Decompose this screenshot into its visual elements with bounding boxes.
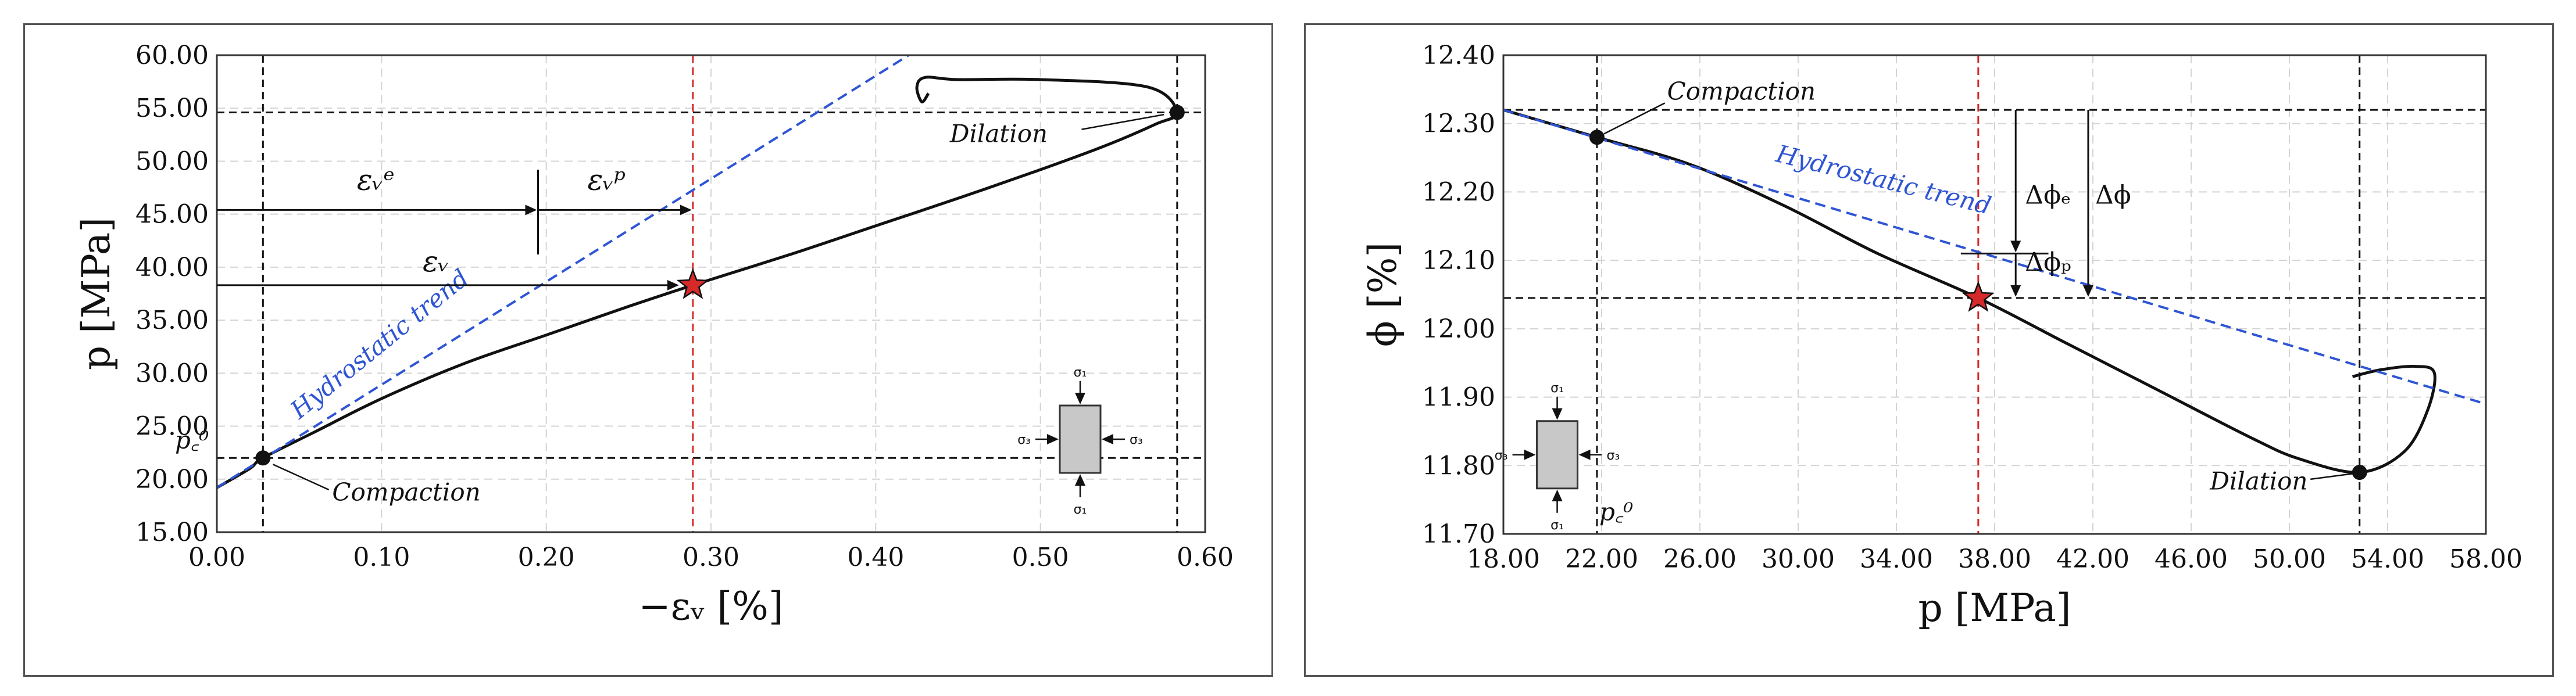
right-chart-panel: 18.00 22.00 26.00 30.00 34.00 38.00 42.00 46.00… [1304, 23, 2554, 677]
right-dilation-leader [2310, 473, 2353, 480]
right-x-tick-label: 58.00 [2449, 544, 2523, 574]
left-y-tick-label: 50.00 [135, 146, 209, 176]
right-plot-frame [1502, 54, 2487, 535]
right-dphi-e-label: Δϕₑ [2025, 180, 2071, 210]
right-y-axis-label: ϕ [%] [1360, 242, 1405, 347]
right-x-tick-label: 34.00 [1860, 544, 1933, 574]
right-plot-area [1503, 55, 2486, 534]
right-pc0-label: p꜀⁰ [1599, 497, 1633, 526]
left-sigma1-top-label: σ₁ [1074, 365, 1087, 380]
left-eps-p-label: εᵥᵖ [588, 163, 626, 197]
right-x-tick-label: 18.00 [1467, 544, 1540, 574]
left-compaction-label: Compaction [332, 478, 480, 506]
left-eps-v-label: εᵥ [423, 245, 449, 278]
left-dilation-label: Dilation [949, 120, 1048, 148]
right-sigma3-right-label: σ₃ [1607, 449, 1620, 463]
left-x-axis-label: −εᵥ [%] [638, 584, 783, 629]
left-x-tick-label: 0.20 [518, 543, 575, 572]
left-x-tick-label: 0.60 [1177, 543, 1234, 572]
right-y-tick-label: 12.10 [1422, 246, 1495, 275]
right-x-tick-label: 50.00 [2253, 544, 2326, 574]
right-sigma1-bottom-head [1552, 489, 1563, 501]
right-dphi-arrow-head [2082, 285, 2093, 297]
right-x-tick-label: 46.00 [2155, 544, 2228, 574]
left-x-tick-label: 0.00 [188, 543, 245, 572]
left-sigma3-right-head [1102, 434, 1113, 444]
right-x-tick-label: 42.00 [2056, 544, 2130, 574]
right-sigma3-left-head [1524, 449, 1536, 460]
left-series-main-curve [217, 76, 1179, 489]
right-series-main-curve [1503, 108, 2436, 474]
left-y-tick-label: 45.00 [135, 200, 209, 229]
right-x-tick-label: 38.00 [1958, 544, 2031, 574]
left-sigma3-right-label: σ₃ [1130, 433, 1143, 447]
right-point-compaction [1589, 130, 1605, 145]
left-eps-p-arrow-head [680, 205, 692, 216]
left-y-tick-label: 55.00 [135, 94, 209, 123]
left-x-tick-label: 0.30 [683, 543, 739, 572]
right-dphi-e-arrow-head [2010, 241, 2021, 253]
right-sigma3-right-head [1578, 449, 1591, 460]
left-y-tick-label: 30.00 [135, 358, 209, 388]
right-series-hydrostatic-trend-line [1503, 109, 2486, 406]
left-sigma3-left-head [1047, 434, 1059, 444]
left-sigma1-top-head [1075, 393, 1085, 404]
right-y-tick-label: 12.30 [1422, 109, 1495, 139]
right-point-dilation [2352, 465, 2367, 480]
right-compaction-leader [1603, 102, 1666, 135]
right-star-marker [1962, 281, 1995, 312]
left-series-hydrostatic-trend-line [217, 55, 910, 489]
right-x-axis-label: p [MPa] [1918, 586, 2071, 630]
left-plot-frame [216, 54, 1206, 533]
right-dphi-label: Δϕ [2095, 180, 2131, 210]
left-chart-svg: 0.00 0.10 0.20 0.30 0.40 0.50 0.60 15.00 20.00 25… [74, 41, 1234, 629]
right-dilation-label: Dilation [2209, 467, 2307, 495]
right-x-tick-label: 30.00 [1762, 544, 1835, 574]
left-dilation-leader [1081, 113, 1164, 130]
right-y-tick-label: 12.20 [1422, 177, 1495, 207]
left-y-tick-label: 15.00 [135, 518, 209, 547]
right-x-tick-label: 22.00 [1565, 544, 1638, 574]
right-specimen [1536, 420, 1579, 490]
right-dphi-p-label: Δϕₚ [2025, 247, 2071, 277]
right-y-tick-label: 12.40 [1422, 41, 1495, 70]
right-dphi-p-arrow-head [2010, 285, 2021, 297]
right-y-tick-label: 11.80 [1422, 451, 1495, 480]
left-y-tick-label: 20.00 [135, 465, 209, 494]
left-compaction-leader [272, 464, 330, 491]
right-compaction-label: Compaction [1667, 77, 1816, 106]
left-sigma3-left-label: σ₃ [1017, 433, 1031, 447]
left-sigma1-bottom-label: σ₁ [1074, 503, 1087, 517]
left-star-marker [676, 268, 709, 299]
left-point-dilation [1169, 105, 1185, 120]
left-x-tick-label: 0.10 [353, 543, 410, 572]
left-x-tick-label: 0.50 [1012, 543, 1069, 572]
left-chart-panel: 0.00 0.10 0.20 0.30 0.40 0.50 0.60 15.00 20.00 25… [23, 23, 1273, 677]
left-specimen [1059, 404, 1102, 474]
right-sigma1-top-label: σ₁ [1550, 381, 1564, 396]
left-x-tick-label: 0.40 [847, 543, 904, 572]
right-sigma1-top-head [1552, 408, 1563, 420]
right-sigma1-bottom-label: σ₁ [1550, 518, 1564, 533]
right-x-tick-label: 26.00 [1663, 544, 1737, 574]
left-eps-e-arrow-head [525, 205, 537, 216]
left-sigma1-bottom-head [1075, 474, 1085, 486]
right-y-tick-label: 11.90 [1422, 383, 1495, 412]
left-y-tick-label: 25.00 [135, 412, 209, 442]
left-y-tick-label: 40.00 [135, 253, 209, 282]
left-eps-e-label: εᵥᵉ [357, 163, 395, 197]
left-eps-v-arrow-head [667, 279, 679, 290]
left-point-compaction [255, 450, 271, 466]
left-y-tick-label: 35.00 [135, 306, 209, 335]
left-y-tick-label: 60.00 [135, 41, 209, 70]
right-y-tick-label: 11.70 [1422, 519, 1495, 549]
left-plot-area [217, 55, 1205, 532]
right-x-tick-label: 54.00 [2351, 544, 2424, 574]
right-sigma3-left-label: σ₃ [1495, 449, 1508, 463]
left-pc0-label: p꜀⁰ [175, 426, 209, 454]
right-y-tick-label: 12.00 [1422, 314, 1495, 344]
left-y-axis-label: p [MPa] [74, 217, 119, 370]
right-chart-svg: 18.00 22.00 26.00 30.00 34.00 38.00 42.00 46.00… [1360, 41, 2523, 630]
